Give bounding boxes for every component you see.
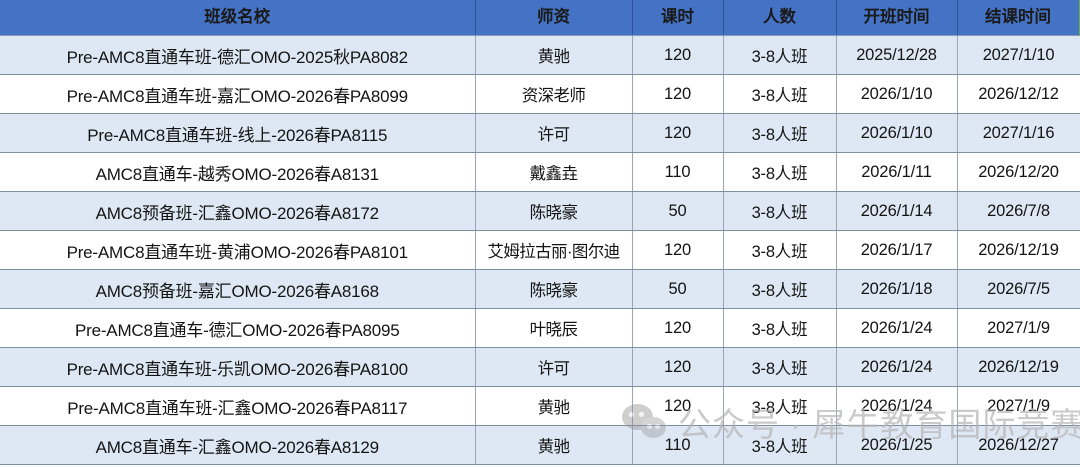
cell-hours: 120 [632, 308, 724, 348]
cell-teacher: 许可 [475, 113, 633, 153]
cell-size: 3-8人班 [723, 230, 837, 270]
cell-name: Pre-AMC8直通车-德汇OMO-2026春PA8095 [0, 308, 476, 348]
cell-hours: 120 [632, 74, 724, 114]
cell-size: 3-8人班 [723, 269, 837, 309]
cell-teacher: 许可 [475, 347, 633, 387]
cell-hours: 50 [632, 269, 724, 309]
cell-size: 3-8人班 [723, 191, 837, 231]
cell-name: AMC8预备班-嘉汇OMO-2026春A8168 [0, 269, 476, 309]
table-row: AMC8预备班-嘉汇OMO-2026春A8168 陈晓豪 50 3-8人班 2026/1… [0, 269, 1080, 309]
cell-teacher: 黄驰 [475, 35, 633, 75]
cell-size: 3-8人班 [723, 425, 837, 465]
cell-teacher: 资深老师 [475, 74, 633, 114]
cell-name: AMC8预备班-汇鑫OMO-2026春A8172 [0, 191, 476, 231]
cell-start: 2026/1/24 [836, 308, 958, 348]
table-row: Pre-AMC8直通车班-汇鑫OMO-2026春PA8117 黄驰 120 3-8人班… [0, 386, 1080, 426]
table-header: 班级名校 师资 课时 人数 开班时间 结课时间 [0, 0, 1080, 36]
cell-end: 2026/7/8 [957, 191, 1080, 231]
cell-start: 2026/1/10 [836, 113, 958, 153]
cell-start: 2026/1/17 [836, 230, 958, 270]
table-row: Pre-AMC8直通车班-黄浦OMO-2026春PA8101 艾姆拉古丽·图尔迪 1… [0, 230, 1080, 270]
cell-size: 3-8人班 [723, 347, 837, 387]
cell-hours: 50 [632, 191, 724, 231]
cell-teacher: 陈晓豪 [475, 191, 633, 231]
cell-end: 2027/1/10 [957, 35, 1080, 75]
table-body: Pre-AMC8直通车班-德汇OMO-2025秋PA8082 黄驰 120 3-8人班… [0, 35, 1080, 465]
cell-hours: 120 [632, 347, 724, 387]
cell-size: 3-8人班 [723, 113, 837, 153]
cell-end: 2026/7/5 [957, 269, 1080, 309]
cell-name: Pre-AMC8直通车班-德汇OMO-2025秋PA8082 [0, 35, 476, 75]
cell-start: 2026/1/18 [836, 269, 958, 309]
column-header-start-date: 开班时间 [836, 0, 958, 36]
table-row: AMC8直通车-越秀OMO-2026春A8131 戴鑫垚 110 3-8人班 2026/… [0, 152, 1080, 192]
column-header-class-name: 班级名校 [0, 0, 476, 36]
cell-hours: 120 [632, 230, 724, 270]
cell-hours: 120 [632, 113, 724, 153]
cell-size: 3-8人班 [723, 308, 837, 348]
column-header-hours: 课时 [632, 0, 724, 36]
cell-hours: 120 [632, 35, 724, 75]
cell-start: 2026/1/24 [836, 347, 958, 387]
cell-hours: 110 [632, 152, 724, 192]
cell-hours: 110 [632, 425, 724, 465]
cell-start: 2026/1/10 [836, 74, 958, 114]
table-row: AMC8预备班-汇鑫OMO-2026春A8172 陈晓豪 50 3-8人班 2026/1… [0, 191, 1080, 231]
cell-name: Pre-AMC8直通车班-嘉汇OMO-2026春PA8099 [0, 74, 476, 114]
table-row: Pre-AMC8直通车-德汇OMO-2026春PA8095 叶晓辰 120 3-8人班… [0, 308, 1080, 348]
cell-name: Pre-AMC8直通车班-线上-2026春PA8115 [0, 113, 476, 153]
cell-start: 2026/1/24 [836, 386, 958, 426]
cell-end: 2026/12/19 [957, 230, 1080, 270]
cell-name: Pre-AMC8直通车班-黄浦OMO-2026春PA8101 [0, 230, 476, 270]
table-row: Pre-AMC8直通车班-乐凯OMO-2026春PA8100 许可 120 3-8人班… [0, 347, 1080, 387]
cell-hours: 120 [632, 386, 724, 426]
cell-teacher: 陈晓豪 [475, 269, 633, 309]
cell-start: 2025/12/28 [836, 35, 958, 75]
table-row: Pre-AMC8直通车班-线上-2026春PA8115 许可 120 3-8人班 202… [0, 113, 1080, 153]
column-header-end-date: 结课时间 [957, 0, 1080, 36]
table-row: Pre-AMC8直通车班-嘉汇OMO-2026春PA8099 资深老师 120 3-8… [0, 74, 1080, 114]
cell-size: 3-8人班 [723, 74, 837, 114]
cell-start: 2026/1/25 [836, 425, 958, 465]
table-row: AMC8直通车-汇鑫OMO-2026春A8129 黄驰 110 3-8人班 2026/1… [0, 425, 1080, 465]
cell-size: 3-8人班 [723, 386, 837, 426]
cell-name: Pre-AMC8直通车班-乐凯OMO-2026春PA8100 [0, 347, 476, 387]
cell-name: Pre-AMC8直通车班-汇鑫OMO-2026春PA8117 [0, 386, 476, 426]
cell-teacher: 黄驰 [475, 386, 633, 426]
column-header-class-size: 人数 [723, 0, 837, 36]
cell-teacher: 黄驰 [475, 425, 633, 465]
column-header-teacher: 师资 [475, 0, 633, 36]
cell-end: 2027/1/9 [957, 308, 1080, 348]
cell-teacher: 叶晓辰 [475, 308, 633, 348]
cell-size: 3-8人班 [723, 35, 837, 75]
cell-teacher: 艾姆拉古丽·图尔迪 [475, 230, 633, 270]
cell-end: 2026/12/27 [957, 425, 1080, 465]
cell-size: 3-8人班 [723, 152, 837, 192]
cell-start: 2026/1/11 [836, 152, 958, 192]
cell-end: 2026/12/19 [957, 347, 1080, 387]
cell-start: 2026/1/14 [836, 191, 958, 231]
cell-end: 2026/12/20 [957, 152, 1080, 192]
cell-end: 2027/1/9 [957, 386, 1080, 426]
cell-teacher: 戴鑫垚 [475, 152, 633, 192]
table-header-row: 班级名校 师资 课时 人数 开班时间 结课时间 [0, 0, 1080, 36]
cell-name: AMC8直通车-汇鑫OMO-2026春A8129 [0, 425, 476, 465]
cell-end: 2026/12/12 [957, 74, 1080, 114]
table-row: Pre-AMC8直通车班-德汇OMO-2025秋PA8082 黄驰 120 3-8人班… [0, 35, 1080, 75]
cell-name: AMC8直通车-越秀OMO-2026春A8131 [0, 152, 476, 192]
cell-end: 2027/1/16 [957, 113, 1080, 153]
